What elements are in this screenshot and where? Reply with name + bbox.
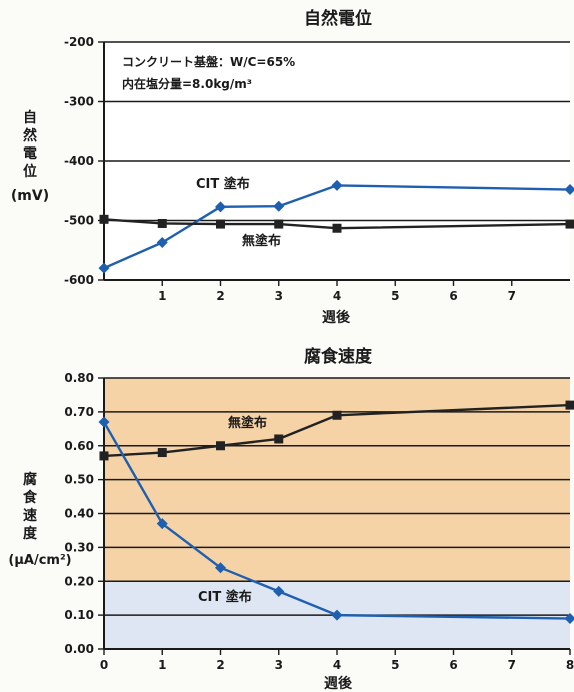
series-label-cit-potential: CIT 塗布 (196, 176, 250, 192)
x-ticks-corrosion: 0 1 2 3 4 5 6 7 8 (100, 649, 574, 672)
series-group-corrosion (98, 400, 574, 625)
x-tick-label-corrosion-3: 3 (275, 658, 283, 672)
chart-corrosion: 腐食速度 0.00 0.10 0.20 0.30 0.40 0.50 0.60 0.70 0.8… (8, 346, 574, 692)
series-line-cit-corrosion (102, 421, 571, 620)
point-uncoated-potential-5 (565, 219, 574, 229)
point-cit-corrosion-5 (564, 613, 574, 625)
x-ticks-potential: 1 2 3 4 5 6 7 (158, 280, 516, 303)
x-tick-label-corrosion-4: 4 (333, 658, 341, 672)
y-unit-potential: (mV) (11, 188, 49, 204)
point-uncoated-potential-4 (332, 223, 342, 233)
x-tick-label-potential-3: 4 (333, 289, 341, 303)
series-line-cit-potential (103, 184, 571, 270)
series-group-potential (98, 179, 574, 274)
x-tick-label-potential-2: 3 (275, 289, 283, 303)
y-tick-label-potential-1: -300 (64, 95, 94, 109)
point-uncoated-corrosion-3 (274, 434, 284, 444)
x-tick-label-corrosion-1: 1 (158, 658, 166, 672)
y-label-potential-3: 電 (23, 145, 37, 162)
point-cit-potential-0 (98, 262, 110, 274)
chart-potential: 自然電位 -200 -300 -400 -500 -600 1 2 3 4 5 6 7 コンクリート… (11, 8, 574, 326)
point-cit-corrosion-3 (273, 585, 285, 597)
y-tick-label-corrosion-5: 0.50 (64, 473, 94, 487)
x-tick-label-potential-1: 2 (216, 289, 224, 303)
grid-potential (104, 41, 570, 281)
x-tick-label-potential-4: 5 (391, 289, 399, 303)
y-label-corrosion-4: 度 (23, 525, 38, 542)
x-tick-label-corrosion-2: 2 (216, 658, 224, 672)
y-tick-label-corrosion-3: 0.30 (64, 540, 94, 554)
x-tick-label-potential-6: 7 (508, 289, 516, 303)
point-uncoated-potential-1 (157, 218, 167, 228)
point-uncoated-potential-3 (274, 219, 284, 229)
point-uncoated-potential-2 (216, 219, 225, 229)
y-tick-label-corrosion-4: 0.40 (64, 507, 94, 521)
y-tick-label-potential-2: -400 (64, 154, 94, 168)
chart-title-potential: 自然電位 (304, 8, 372, 29)
y-label-corrosion-1: 腐 (23, 471, 37, 488)
point-cit-potential-3 (273, 200, 285, 212)
note-chloride: 内在塩分量=8.0kg/m³ (122, 76, 252, 91)
point-cit-potential-4 (331, 179, 343, 191)
series-label-uncoated-corrosion: 無塗布 (228, 415, 267, 431)
y-unit-corrosion: (μA/cm²) (8, 553, 71, 568)
x-tick-label-corrosion-8: 8 (566, 658, 574, 672)
point-cit-potential-1 (156, 237, 168, 249)
point-uncoated-corrosion-5 (565, 400, 574, 410)
y-tick-label-potential-4: -600 (64, 273, 94, 287)
x-label-corrosion: 週後 (324, 675, 353, 692)
x-tick-label-corrosion-5: 5 (391, 658, 399, 672)
y-label-corrosion-3: 速 (23, 507, 37, 524)
point-uncoated-corrosion-2 (216, 441, 225, 451)
series-label-cit-corrosion: CIT 塗布 (198, 589, 252, 605)
y-tick-label-corrosion-8: 0.80 (64, 371, 94, 385)
point-cit-potential-2 (215, 201, 226, 213)
y-tick-label-potential-0: -200 (64, 35, 94, 49)
y-ticks-corrosion: 0.00 0.10 0.20 0.30 0.40 0.50 0.60 0.70 0.80 (64, 371, 104, 656)
point-cit-corrosion-4 (331, 609, 343, 621)
y-tick-label-corrosion-7: 0.70 (64, 405, 94, 419)
y-label-potential-2: 然 (23, 127, 37, 144)
y-ticks-potential: -200 -300 -400 -500 -600 (64, 35, 104, 287)
x-tick-label-corrosion-7: 7 (508, 658, 516, 672)
y-label-potential-4: 位 (23, 163, 37, 180)
y-label-corrosion-2: 食 (23, 489, 38, 506)
point-uncoated-corrosion-4 (332, 410, 342, 420)
y-tick-label-corrosion-0: 0.00 (64, 642, 94, 656)
point-cit-corrosion-1 (156, 518, 168, 530)
point-cit-corrosion-2 (215, 562, 226, 574)
x-tick-label-corrosion-0: 0 (100, 658, 108, 672)
x-tick-label-potential-0: 1 (158, 289, 166, 303)
x-label-potential: 週後 (322, 309, 351, 326)
y-tick-label-corrosion-1: 0.10 (64, 608, 94, 622)
point-uncoated-potential-0 (99, 214, 109, 224)
y-label-potential-1: 自 (23, 109, 37, 126)
note-concrete: コンクリート基盤：W/C=65% (122, 54, 295, 69)
x-tick-label-corrosion-6: 6 (449, 658, 457, 672)
y-tick-label-corrosion-2: 0.20 (64, 574, 94, 588)
chart-title-corrosion: 腐食速度 (304, 346, 373, 367)
point-uncoated-corrosion-1 (157, 448, 167, 458)
series-line-uncoated-corrosion (103, 403, 571, 458)
series-label-uncoated-potential: 無塗布 (242, 233, 281, 249)
y-tick-label-potential-3: -500 (64, 214, 94, 228)
point-cit-potential-5 (564, 184, 574, 196)
y-tick-label-corrosion-6: 0.60 (64, 439, 94, 453)
series-line-uncoated-potential (103, 218, 571, 230)
point-cit-corrosion-0 (98, 416, 110, 428)
point-uncoated-corrosion-0 (99, 451, 109, 461)
x-tick-label-potential-5: 6 (449, 289, 457, 303)
grid-corrosion (104, 377, 570, 650)
